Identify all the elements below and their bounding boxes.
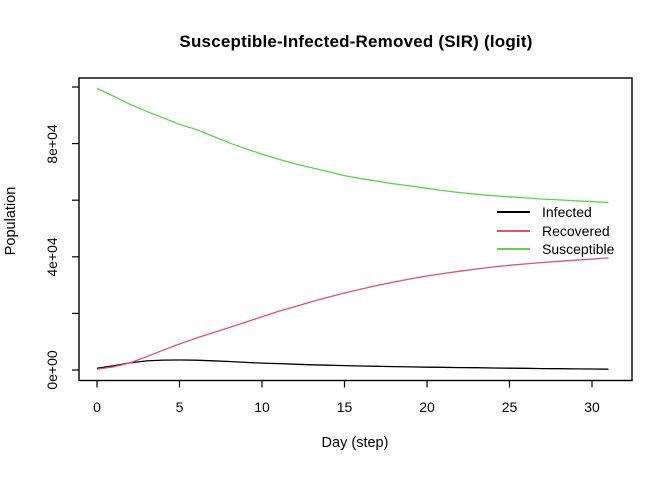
series-line-susceptible	[96, 87, 609, 204]
y-axis-title: Population	[3, 186, 19, 256]
legend-item-recovered: Recovered	[497, 222, 614, 241]
legend-item-infected: Infected	[497, 203, 614, 222]
legend-label-susceptible: Susceptible	[542, 241, 615, 258]
series-line-infected	[96, 359, 609, 370]
legend: Infected Recovered Susceptible	[497, 203, 614, 259]
legend-line-susceptible	[497, 248, 530, 251]
x-tick-label: 5	[175, 399, 184, 415]
x-tick-label: 20	[419, 399, 435, 415]
y-axis-ticks	[72, 86, 79, 371]
legend-label-recovered: Recovered	[542, 222, 610, 239]
y-tick-label: 0e+00	[44, 350, 60, 390]
data-curves	[96, 87, 609, 370]
chart-title: Susceptible-Infected-Removed (SIR) (logi…	[179, 32, 533, 51]
y-tick-label: 4e+04	[44, 237, 60, 277]
legend-line-infected	[497, 211, 530, 214]
y-tick-label: 8e+04	[44, 123, 60, 164]
legend-label-infected: Infected	[542, 204, 592, 221]
legend-line-recovered	[497, 229, 530, 232]
series-line-recovered	[96, 257, 609, 370]
plot-box	[78, 77, 633, 382]
x-axis-ticks	[96, 380, 593, 388]
x-axis-title: Day (step)	[321, 435, 389, 451]
legend-item-susceptible: Susceptible	[497, 240, 614, 259]
x-tick-label: 10	[254, 399, 270, 415]
x-tick-label: 30	[584, 399, 600, 415]
x-tick-label: 25	[501, 399, 518, 415]
x-tick-label: 15	[336, 399, 353, 415]
x-tick-label: 0	[93, 399, 101, 415]
